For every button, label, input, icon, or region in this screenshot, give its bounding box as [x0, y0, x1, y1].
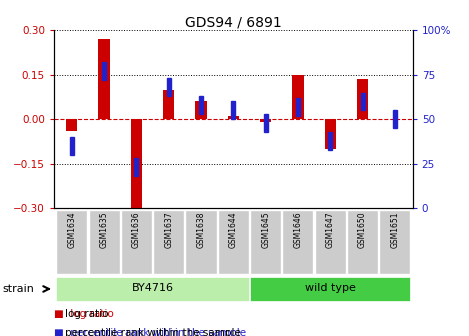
Bar [325, 119, 336, 149]
Text: GSM1644: GSM1644 [229, 211, 238, 248]
FancyBboxPatch shape [250, 210, 281, 274]
FancyBboxPatch shape [121, 210, 152, 274]
Bar [196, 101, 207, 119]
FancyBboxPatch shape [89, 210, 120, 274]
Bar [66, 119, 77, 131]
Bar [264, 114, 268, 132]
FancyBboxPatch shape [56, 277, 249, 301]
Bar [70, 137, 74, 155]
FancyBboxPatch shape [153, 210, 184, 274]
Bar [199, 96, 203, 114]
Title: GDS94 / 6891: GDS94 / 6891 [185, 15, 282, 29]
Bar [231, 101, 235, 119]
Bar [296, 98, 300, 116]
Text: GSM1638: GSM1638 [197, 211, 205, 248]
Text: GSM1646: GSM1646 [294, 211, 303, 248]
Bar [361, 93, 364, 110]
Text: GSM1637: GSM1637 [164, 211, 173, 248]
Bar [135, 159, 138, 176]
FancyBboxPatch shape [282, 210, 313, 274]
Text: GSM1635: GSM1635 [99, 211, 108, 248]
FancyBboxPatch shape [56, 210, 87, 274]
Bar [328, 132, 332, 150]
Text: wild type: wild type [305, 284, 356, 293]
Text: GSM1636: GSM1636 [132, 211, 141, 248]
Text: ■  percentile rank within the sample: ■ percentile rank within the sample [54, 328, 246, 336]
Text: GSM1645: GSM1645 [261, 211, 270, 248]
Bar [393, 110, 397, 128]
Text: strain: strain [2, 284, 34, 294]
Text: log ratio: log ratio [65, 309, 108, 319]
Bar [102, 62, 106, 80]
Text: GSM1634: GSM1634 [67, 211, 76, 248]
Bar [98, 39, 110, 119]
Text: BY4716: BY4716 [131, 284, 174, 293]
Bar [260, 119, 271, 122]
Text: percentile rank within the sample: percentile rank within the sample [65, 328, 241, 336]
Text: GSM1647: GSM1647 [326, 211, 335, 248]
Text: GSM1650: GSM1650 [358, 211, 367, 248]
Bar [163, 90, 174, 119]
Bar [292, 75, 303, 119]
FancyBboxPatch shape [379, 210, 410, 274]
FancyBboxPatch shape [315, 210, 346, 274]
Bar [227, 116, 239, 119]
FancyBboxPatch shape [250, 277, 410, 301]
FancyBboxPatch shape [185, 210, 217, 274]
Bar [357, 79, 368, 119]
Text: ■  log ratio: ■ log ratio [54, 309, 113, 319]
Text: GSM1651: GSM1651 [390, 211, 400, 248]
FancyBboxPatch shape [218, 210, 249, 274]
Bar [131, 119, 142, 208]
Bar [167, 78, 171, 96]
FancyBboxPatch shape [347, 210, 378, 274]
